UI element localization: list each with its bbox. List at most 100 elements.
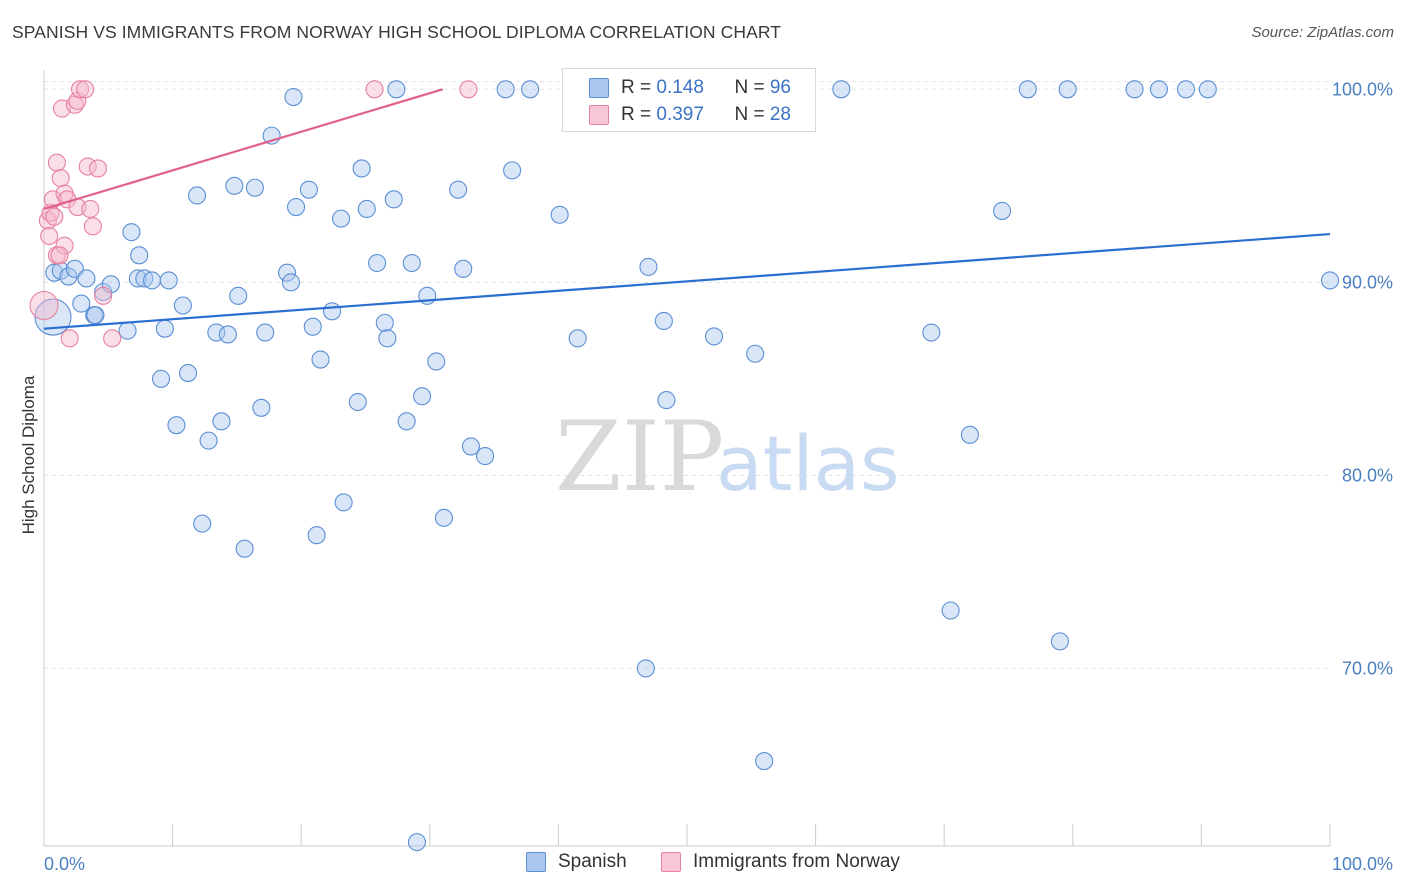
correlation-legend: R = 0.148 N = 96 R = 0.397 N = 28 <box>562 68 816 132</box>
spanish-point <box>397 412 416 431</box>
spanish-point <box>65 259 84 278</box>
y-tick-label: 100.0% <box>1332 79 1393 99</box>
spanish-point <box>503 161 522 180</box>
tick-labels: 70.0% 80.0% 90.0% 100.0% 0.0% 100.0% <box>44 79 1393 874</box>
legend-r-value: 0.148 <box>656 77 704 98</box>
spanish-point <box>218 325 237 344</box>
spanish-point <box>45 263 64 282</box>
bottom-legend-label: Spanish <box>558 851 627 872</box>
y-tick-label: 90.0% <box>1342 272 1393 292</box>
bottom-legend-spanish: Spanish <box>526 851 627 873</box>
spanish-point <box>639 257 658 276</box>
spanish-point <box>72 294 91 313</box>
spanish-trend-line <box>43 232 1331 330</box>
norway-point <box>50 246 69 265</box>
watermark-zip: ZIP <box>555 401 724 513</box>
norway-point <box>76 80 95 99</box>
spanish-point <box>287 198 306 217</box>
spanish-point <box>407 833 426 852</box>
spanish-point <box>142 271 162 290</box>
source-label: Source: ZipAtlas.com <box>1251 24 1394 41</box>
spanish-point <box>173 296 192 315</box>
spanish-point <box>1050 632 1069 651</box>
spanish-point <box>323 302 342 321</box>
spanish-point <box>155 319 174 338</box>
bottom-legend-norway: Immigrants from Norway <box>661 851 900 873</box>
spanish-point <box>1125 80 1144 99</box>
spanish-point <box>207 323 226 342</box>
spanish-point <box>332 209 351 228</box>
spanish-point <box>832 80 851 99</box>
spanish-point <box>118 321 137 340</box>
y-tick-label: 80.0% <box>1342 465 1393 485</box>
spanish-point <box>1320 271 1340 290</box>
spanish-point <box>284 87 303 107</box>
x-tick-label: 100.0% <box>1332 854 1393 874</box>
spanish-point <box>187 186 207 205</box>
spanish-point <box>402 253 421 273</box>
bottom-legend-swatch-blue <box>526 852 546 872</box>
spanish-point <box>94 282 113 302</box>
spanish-point <box>225 176 244 195</box>
legend-r-label: R = <box>621 77 657 98</box>
spanish-point <box>352 159 371 178</box>
legend-n-value: 28 <box>769 104 791 125</box>
legend-r-value: 0.397 <box>656 104 704 125</box>
spanish-point <box>235 539 254 558</box>
spanish-point <box>476 447 495 466</box>
legend-n-value: 96 <box>769 77 791 98</box>
spanish-point <box>427 352 446 371</box>
gridlines <box>44 81 1330 669</box>
norway-point <box>81 199 100 219</box>
spanish-point <box>654 311 673 330</box>
spanish-point <box>135 269 154 288</box>
legend-n-label: N = <box>734 77 770 98</box>
norway-point <box>47 153 66 172</box>
spanish-point <box>199 431 218 450</box>
spanish-point <box>357 199 376 219</box>
spanish-point <box>86 306 105 325</box>
spanish-point <box>704 327 724 346</box>
norway-point <box>103 329 122 348</box>
norway-point <box>365 80 384 99</box>
spanish-point <box>281 273 300 292</box>
spanish-point <box>657 391 676 410</box>
spanish-point <box>348 392 367 412</box>
chart-title: SPANISH VS IMMIGRANTS FROM NORWAY HIGH S… <box>12 22 782 42</box>
spanish-point <box>1058 80 1077 99</box>
x-tick-label: 0.0% <box>44 854 85 874</box>
spanish-point <box>311 350 330 369</box>
norway-point <box>70 80 90 99</box>
legend-r-label: R = <box>621 104 657 125</box>
norway-point <box>45 207 64 226</box>
spanish-point <box>34 298 72 336</box>
spanish-point <box>375 313 394 332</box>
watermark-atlas: atlas <box>716 419 900 508</box>
watermark: ZIP atlas <box>555 401 900 513</box>
spanish-point <box>151 369 171 388</box>
bottom-legend-label: Immigrants from Norway <box>693 851 900 872</box>
norway-point <box>94 286 113 305</box>
spanish-point <box>746 344 765 363</box>
spanish-point <box>449 180 468 199</box>
spanish-point <box>245 178 264 197</box>
spanish-point <box>941 601 960 620</box>
spanish-point <box>550 205 569 224</box>
norway-trend-line <box>43 88 443 211</box>
spanish-point <box>278 263 297 282</box>
y-axis-label: High School Diploma <box>19 375 38 534</box>
spanish-point <box>303 317 322 336</box>
legend-swatch-pink <box>589 105 609 125</box>
norway-point <box>51 169 70 188</box>
spanish-point <box>77 269 96 288</box>
spanish-point <box>128 269 147 288</box>
spanish-point <box>1018 80 1037 99</box>
norway-point <box>88 159 108 178</box>
spanish-point <box>1176 80 1196 99</box>
spanish-point <box>252 398 271 417</box>
spanish-point <box>334 493 353 512</box>
spanish-point <box>178 364 198 383</box>
norway-point <box>459 80 478 99</box>
bottom-legend-swatch-pink <box>661 852 681 872</box>
